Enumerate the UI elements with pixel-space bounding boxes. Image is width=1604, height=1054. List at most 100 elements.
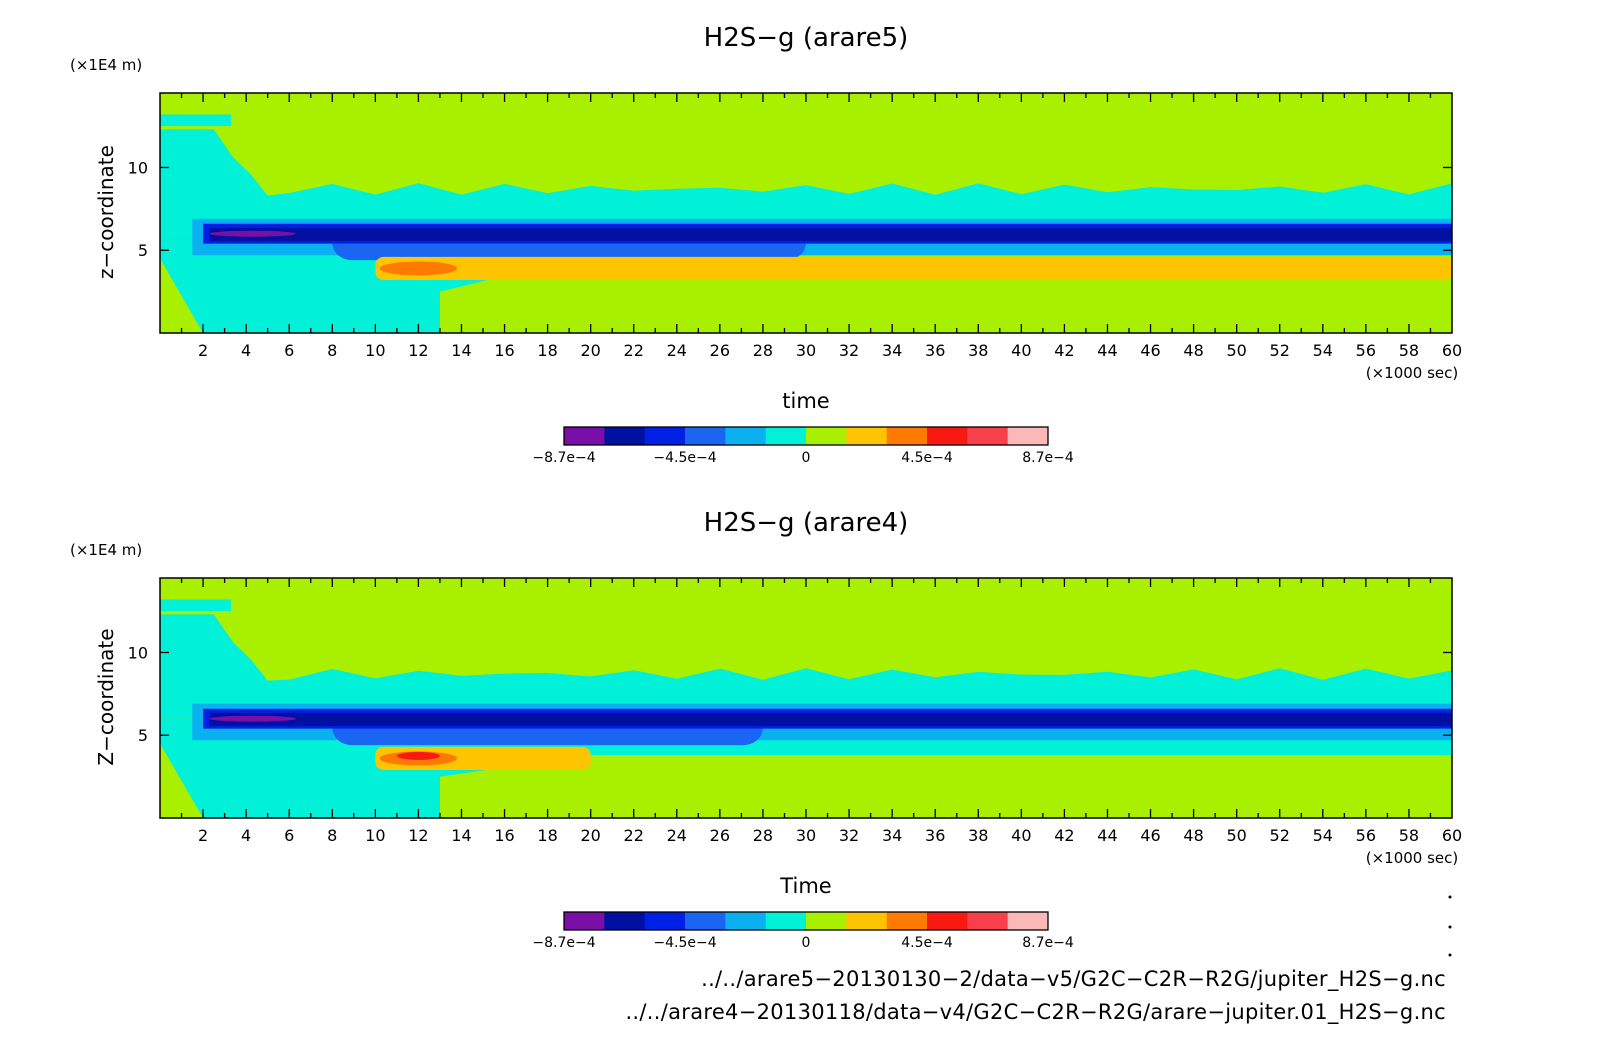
- colorbar-swatch: [1007, 427, 1049, 445]
- x-tick-label: 18: [537, 826, 557, 845]
- x-axis-label: Time: [779, 874, 831, 898]
- x-tick-label: 50: [1226, 341, 1246, 360]
- purple-blob: [209, 715, 296, 722]
- chart-title: H2S−g (arare4): [704, 508, 909, 538]
- x-tick-label: 16: [494, 826, 514, 845]
- x-unit-label: (×1000 sec): [1366, 364, 1459, 382]
- x-tick-label: 56: [1356, 826, 1376, 845]
- x-tick-label: 30: [796, 826, 816, 845]
- colorbar: −8.7e−4 −4.5e−4 0 4.5e−4 8.7e−4: [532, 911, 1074, 951]
- x-tick-label: 38: [968, 826, 988, 845]
- x-tick-label: 4: [241, 826, 251, 845]
- colorbar-tick-label: 8.7e−4: [1022, 935, 1074, 951]
- colorbar-tick-label: −4.5e−4: [653, 450, 716, 466]
- colorbar-swatch: [725, 912, 767, 930]
- x-tick-label: 36: [925, 826, 945, 845]
- x-tick-label: 20: [580, 826, 600, 845]
- upper-streak: [160, 599, 232, 612]
- x-tick-label: 28: [753, 826, 773, 845]
- x-tick-label: 26: [710, 341, 730, 360]
- colorbar-swatch: [685, 912, 726, 930]
- x-tick-label: 20: [580, 341, 600, 360]
- colorbar-swatch: [644, 912, 686, 930]
- colorbar-tick-label: 0: [802, 935, 811, 951]
- purple-blob: [209, 230, 296, 237]
- x-tick-label: 22: [624, 341, 644, 360]
- colorbar-swatch: [765, 427, 807, 445]
- x-tick-label: 42: [1054, 826, 1074, 845]
- x-tick-label: 8: [327, 826, 337, 845]
- colorbar-swatch: [604, 912, 646, 930]
- yellow-band: [375, 256, 1452, 281]
- y-ticks: 5 10: [128, 643, 1452, 745]
- y-tick-label: 10: [128, 158, 148, 177]
- dot-marker: [1448, 925, 1452, 929]
- source-path-arare5: ../../arare5−20130130−2/data−v5/G2C−C2R−…: [701, 967, 1446, 991]
- x-unit-label: (×1000 sec): [1366, 849, 1459, 867]
- colorbar-swatch: [846, 912, 888, 930]
- x-tick-label: 24: [667, 826, 687, 845]
- x-tick-label: 58: [1399, 826, 1419, 845]
- x-tick-label: 16: [494, 341, 514, 360]
- x-tick-label: 56: [1356, 341, 1376, 360]
- red-blob: [396, 751, 440, 760]
- y-axis-label: z−coordinate: [94, 145, 118, 279]
- x-tick-label: 34: [882, 341, 902, 360]
- x-tick-label: 32: [839, 341, 859, 360]
- colorbar-swatch: [685, 427, 726, 445]
- x-tick-label: 4: [241, 341, 251, 360]
- x-tick-label: 46: [1140, 826, 1160, 845]
- x-tick-label: 14: [451, 826, 471, 845]
- x-tick-label: 18: [537, 341, 557, 360]
- dot-marker: [1448, 895, 1452, 899]
- x-tick-label: 2: [198, 826, 208, 845]
- x-tick-label: 38: [968, 341, 988, 360]
- x-tick-label: 14: [451, 341, 471, 360]
- y-tick-label: 5: [138, 726, 148, 745]
- x-tick-label: 24: [667, 341, 687, 360]
- x-tick-label: 12: [408, 826, 428, 845]
- y-tick-label: 5: [138, 241, 148, 260]
- x-tick-label: 44: [1097, 826, 1117, 845]
- upper-streak: [160, 114, 232, 127]
- x-tick-label: 42: [1054, 341, 1074, 360]
- x-tick-label: 48: [1183, 826, 1203, 845]
- x-tick-label: 58: [1399, 341, 1419, 360]
- colorbar-swatch: [806, 427, 847, 445]
- colorbar-swatch: [725, 427, 767, 445]
- x-tick-label: 6: [284, 826, 294, 845]
- colorbar-swatch: [765, 912, 807, 930]
- x-axis-label: time: [782, 389, 829, 413]
- heatmap-plot-area: 2 4 6 8 10 12 14 16 18 20 22 24 26 28 30 32 34 36 38 40 42 44…: [128, 577, 1462, 845]
- y-axis-label: Z−coordinate: [94, 628, 118, 765]
- colorbar-swatch: [967, 427, 1009, 445]
- x-tick-label: 50: [1226, 826, 1246, 845]
- y-ticks: 5 10: [128, 158, 1452, 260]
- heatmap-fill: [160, 578, 1452, 818]
- colorbar: −8.7e−4 −4.5e−4 0 4.5e−4 8.7e−4: [532, 426, 1074, 466]
- colorbar-tick-label: −4.5e−4: [653, 935, 716, 951]
- colorbar-swatch: [604, 427, 646, 445]
- y-unit-label: (×1E4 m): [70, 541, 142, 559]
- colorbar-frame: [563, 911, 1049, 931]
- colorbar-swatch: [564, 912, 605, 930]
- colorbar-frame: [563, 426, 1049, 446]
- colorbar-tick-label: −8.7e−4: [532, 450, 595, 466]
- colorbar-swatch: [846, 427, 888, 445]
- colorbar-tick-label: 8.7e−4: [1022, 450, 1074, 466]
- x-tick-label: 52: [1270, 341, 1290, 360]
- dot-marker: [1448, 953, 1452, 957]
- colorbar-swatch: [564, 427, 605, 445]
- x-tick-label: 36: [925, 341, 945, 360]
- x-tick-label: 10: [365, 341, 385, 360]
- x-tick-label: 48: [1183, 341, 1203, 360]
- x-tick-label: 6: [284, 341, 294, 360]
- upper-teal-region: [160, 129, 1452, 234]
- colorbar-swatch: [886, 912, 928, 930]
- x-tick-label: 28: [753, 341, 773, 360]
- dark-band-core: [209, 227, 1452, 242]
- y-tick-label: 10: [128, 643, 148, 662]
